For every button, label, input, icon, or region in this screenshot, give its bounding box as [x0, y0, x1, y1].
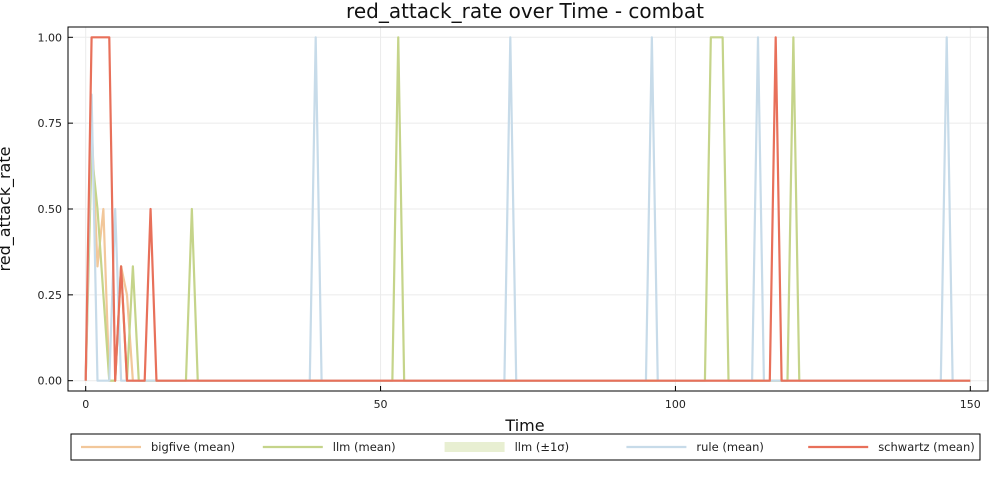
y-tick-label: 0.50 [38, 203, 63, 216]
y-axis-title: red_attack_rate [0, 147, 15, 272]
x-tick-label: 150 [960, 398, 981, 411]
axis-ticks: 0 50 100 150 0.00 0.25 0.50 0.75 1.00 [38, 31, 981, 411]
legend-label: llm (mean) [333, 440, 396, 454]
legend-label: bigfive (mean) [151, 440, 235, 454]
legend: bigfive (mean) llm (mean) llm (±1σ) rule (m… [70, 433, 981, 461]
series-line-schwartz-mean [84, 36, 971, 382]
x-tick-label: 50 [374, 398, 388, 411]
x-tick-label: 0 [82, 398, 89, 411]
grid-lines [68, 27, 988, 391]
chart-title: red_attack_rate over Time - combat [346, 0, 704, 23]
legend-label: schwartz (mean) [878, 440, 975, 454]
series-group [84, 36, 971, 382]
x-axis-title: Time [504, 416, 544, 435]
y-tick-label: 1.00 [38, 31, 63, 44]
y-tick-label: 0.25 [38, 289, 63, 302]
legend-label: llm (±1σ) [515, 440, 569, 454]
y-tick-label: 0.75 [38, 117, 63, 130]
x-tick-label: 100 [665, 398, 686, 411]
y-tick-label: 0.00 [38, 375, 63, 388]
legend-swatch-band [444, 442, 505, 452]
legend-label: rule (mean) [696, 440, 764, 454]
